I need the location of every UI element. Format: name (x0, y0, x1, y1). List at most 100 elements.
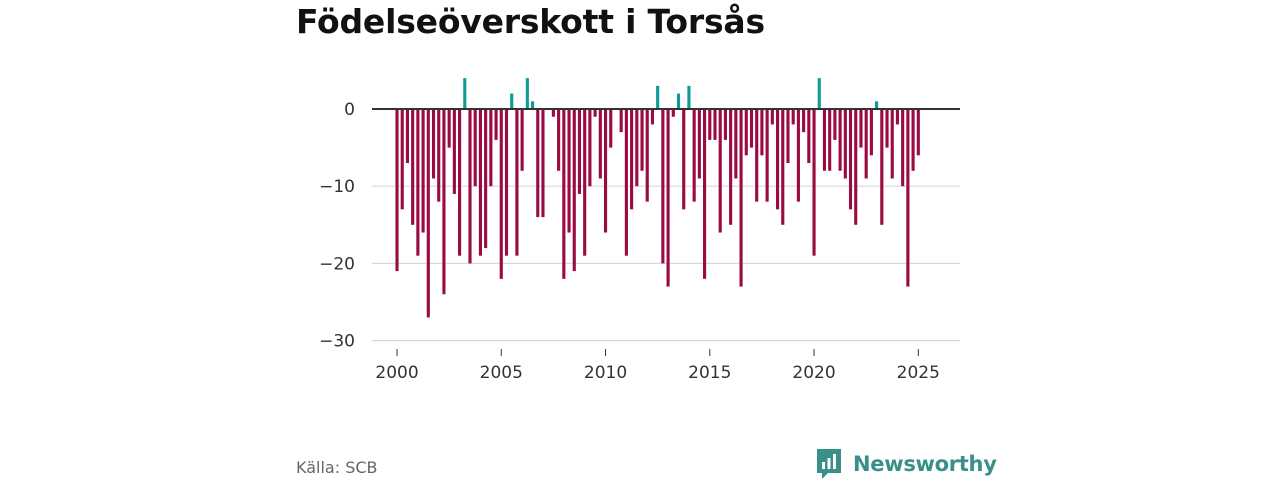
bar (426, 109, 430, 318)
x-tick-label: 2025 (897, 363, 940, 383)
bar (723, 109, 727, 140)
bar (421, 109, 425, 233)
bar (906, 109, 910, 287)
bar (802, 109, 806, 133)
bar (437, 109, 441, 202)
bar (458, 109, 462, 256)
bar (703, 109, 707, 279)
bar (755, 109, 759, 202)
bar (510, 93, 514, 109)
bar (515, 109, 519, 256)
bar (869, 109, 873, 156)
brand-logo: Newsworthy (815, 447, 997, 481)
bar (843, 109, 847, 179)
bar (598, 109, 602, 179)
bar (541, 109, 545, 218)
bar (431, 109, 436, 179)
bar (536, 109, 540, 218)
bar (577, 109, 582, 194)
bar (603, 109, 608, 233)
bar (692, 109, 696, 202)
bar (901, 109, 905, 187)
bar (718, 109, 722, 233)
bar (478, 109, 482, 256)
bar (833, 109, 837, 140)
bar (551, 109, 555, 117)
bar (760, 109, 764, 156)
source-note: Källa: SCB (296, 458, 378, 477)
bar (770, 109, 774, 125)
bar (713, 109, 717, 140)
x-tick-label: 2000 (375, 363, 418, 383)
bar (822, 109, 827, 171)
bar (848, 109, 853, 210)
bar (405, 109, 410, 164)
bar (916, 109, 920, 156)
bar (562, 109, 566, 279)
bar (504, 109, 509, 256)
bar (630, 109, 634, 210)
bar (624, 109, 628, 256)
bar (442, 109, 446, 295)
bar (452, 109, 456, 194)
bar (781, 109, 785, 225)
bar-chart-logo-icon (817, 449, 841, 479)
bar (875, 101, 879, 109)
bar (880, 109, 884, 225)
chart-title: Födelseöverskott i Torsås (296, 2, 765, 41)
bar (447, 109, 451, 148)
bar (775, 109, 780, 210)
y-axis-ticks: 0 −10 −20 −30 (319, 100, 355, 352)
x-axis-ticks: 2000 2005 2010 2015 2020 2025 (375, 349, 940, 383)
bar (765, 109, 769, 202)
bar (864, 109, 868, 179)
bar (744, 109, 748, 156)
bar (786, 109, 790, 164)
bar (812, 109, 816, 256)
bar (416, 109, 420, 256)
bar (635, 109, 639, 187)
bar (817, 78, 821, 109)
bar (885, 109, 889, 148)
bar (494, 109, 498, 140)
x-tick-label: 2010 (584, 363, 627, 383)
x-tick-label: 2005 (480, 363, 523, 383)
bar (400, 109, 404, 210)
bar (593, 109, 597, 117)
bar (838, 109, 842, 171)
bar (687, 85, 691, 109)
bar (525, 78, 529, 109)
bar (791, 109, 795, 125)
bar (859, 109, 863, 148)
bar (463, 78, 467, 109)
bar (739, 109, 743, 287)
bar (661, 109, 665, 264)
bar (499, 109, 503, 279)
y-tick-label: −10 (319, 177, 355, 197)
bar (796, 109, 800, 202)
bar (671, 109, 675, 117)
bar (895, 109, 900, 125)
bar (911, 109, 915, 171)
brand-name: Newsworthy (853, 452, 997, 476)
bar (588, 109, 592, 187)
bar (619, 109, 623, 133)
bar (656, 85, 660, 109)
bars (395, 78, 920, 318)
y-tick-label: 0 (344, 100, 355, 120)
bar (484, 109, 488, 248)
bar (734, 109, 738, 179)
bar (697, 109, 701, 179)
x-tick-label: 2020 (792, 363, 835, 383)
bar (682, 109, 686, 210)
bar (854, 109, 858, 225)
bar (828, 109, 832, 171)
bar (489, 109, 493, 187)
bar (411, 109, 415, 225)
bar (395, 109, 399, 272)
bar (640, 109, 644, 171)
bar (729, 109, 733, 225)
bar (676, 93, 681, 109)
bar (520, 109, 524, 171)
